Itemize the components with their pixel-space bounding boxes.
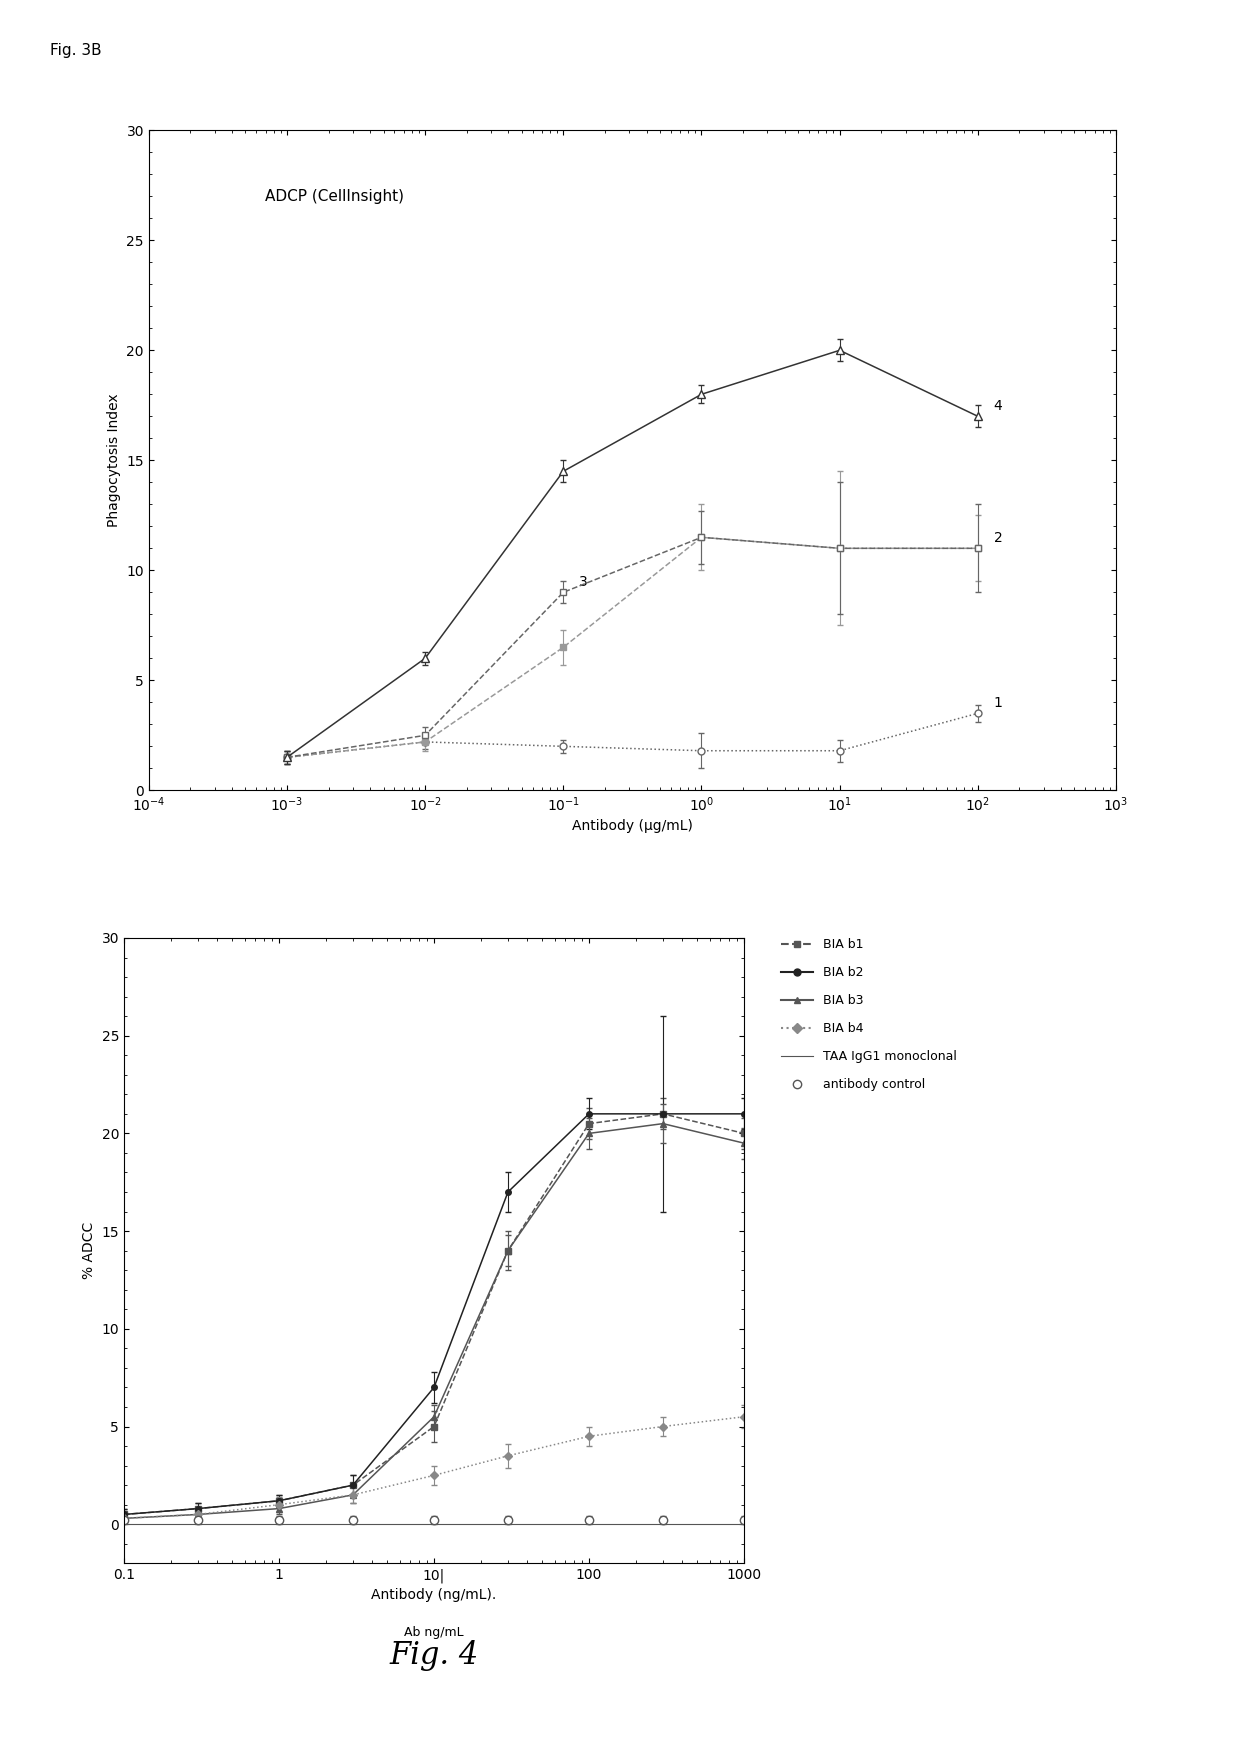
Legend: BIA b1, BIA b2, BIA b3, BIA b4, TAA IgG1 monoclonal, antibody control: BIA b1, BIA b2, BIA b3, BIA b4, TAA IgG1… (775, 931, 962, 1098)
Text: Fig. 4: Fig. 4 (389, 1640, 479, 1671)
Text: 2: 2 (993, 532, 1002, 545)
Text: 3: 3 (579, 575, 588, 589)
Y-axis label: Phagocytosis Index: Phagocytosis Index (107, 394, 120, 526)
Text: 4: 4 (993, 400, 1002, 413)
Y-axis label: % ADCC: % ADCC (82, 1223, 95, 1278)
Text: Fig. 3B: Fig. 3B (50, 43, 102, 59)
X-axis label: Antibody (μg/mL): Antibody (μg/mL) (572, 820, 693, 834)
Text: Ab ng/mL: Ab ng/mL (404, 1626, 464, 1638)
X-axis label: Antibody (ng/mL).: Antibody (ng/mL). (371, 1588, 497, 1602)
Text: 1: 1 (993, 697, 1002, 710)
Text: ADCP (CellInsight): ADCP (CellInsight) (265, 189, 404, 205)
